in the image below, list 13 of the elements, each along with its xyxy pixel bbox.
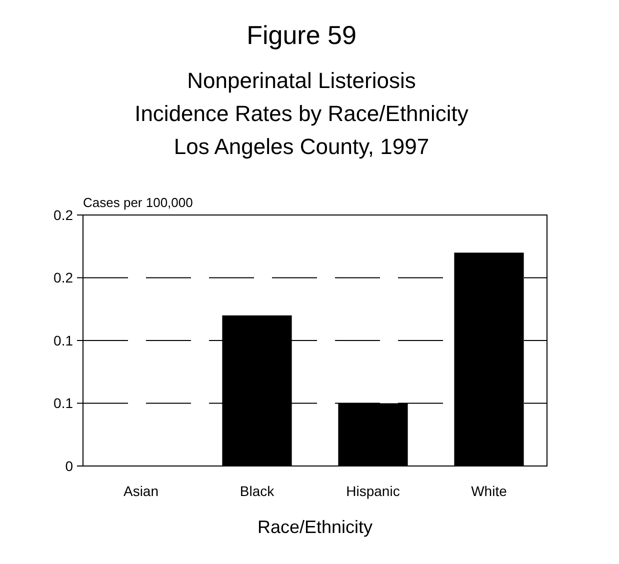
chart-title: Figure 59 xyxy=(246,20,356,50)
x-tick-label: Asian xyxy=(123,483,159,499)
x-axis-title: Race/Ethnicity xyxy=(257,517,373,537)
y-tick-label: 0 xyxy=(65,458,74,474)
chart-subtitle: Nonperinatal Listeriosis Incidence Rates by Race/Ethnicity Los Angeles County, 1997 xyxy=(134,68,468,159)
y-axis-title: Cases per 100,000 xyxy=(83,195,193,210)
y-tick-label: 0.1 xyxy=(54,395,74,412)
y-tick-label: 0.2 xyxy=(54,206,74,223)
y-tick-label: 0.1 xyxy=(54,332,74,348)
x-tick-label: Black xyxy=(240,483,276,499)
y-tick-label: 0.2 xyxy=(54,270,74,286)
x-tick-label: White xyxy=(471,483,508,499)
x-tick-label: Hispanic xyxy=(346,483,400,499)
